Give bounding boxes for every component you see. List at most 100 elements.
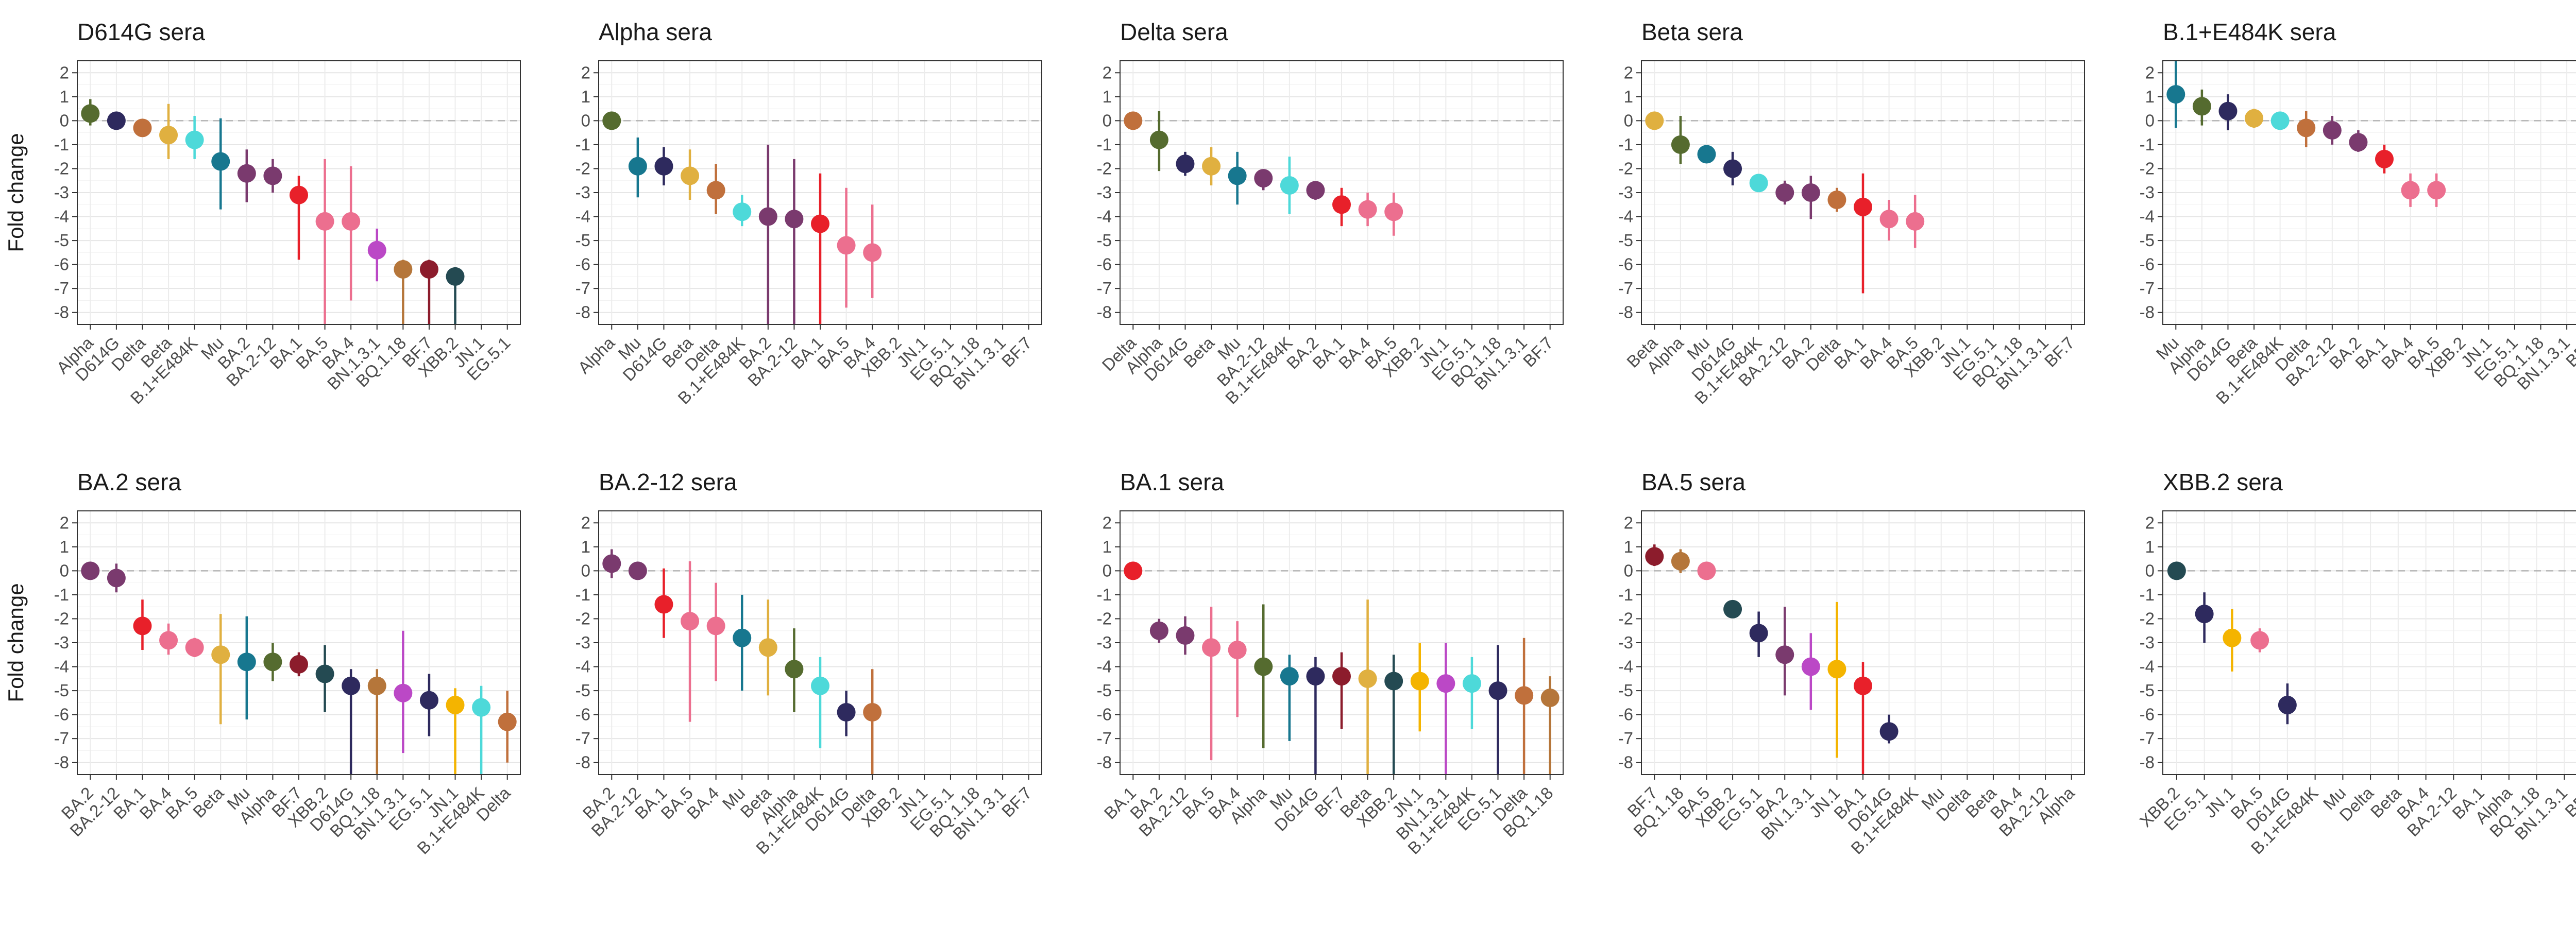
x-tick-label: BF.7 bbox=[2041, 333, 2078, 371]
y-tick-label: 0 bbox=[2145, 561, 2155, 580]
y-tick-label: -8 bbox=[2140, 753, 2155, 772]
data-point bbox=[2323, 121, 2342, 140]
data-point bbox=[367, 676, 386, 695]
y-tick-label: -3 bbox=[1097, 183, 1112, 202]
y-tick-label: -1 bbox=[1097, 585, 1112, 604]
panel-7: BA.1 sera-8-7-6-5-4-3-2-1012BA.1BA.2BA.2… bbox=[1097, 469, 1564, 858]
data-point bbox=[733, 202, 752, 221]
y-axis-title: Fold change bbox=[4, 583, 28, 702]
y-tick-label: 1 bbox=[581, 537, 590, 556]
data-point bbox=[1124, 111, 1143, 130]
plot-border bbox=[77, 510, 521, 775]
data-point bbox=[2297, 118, 2316, 138]
y-tick-label: -3 bbox=[2140, 183, 2155, 202]
data-point bbox=[654, 595, 673, 614]
y-tick-label: -2 bbox=[575, 159, 590, 178]
data-point bbox=[1671, 552, 1690, 571]
plot-border bbox=[598, 510, 1042, 775]
y-tick-label: -2 bbox=[54, 159, 69, 178]
y-tick-label: -8 bbox=[1618, 303, 1633, 322]
data-point bbox=[419, 260, 438, 279]
panel-2: Delta sera-8-7-6-5-4-3-2-1012DeltaAlphaD… bbox=[1097, 19, 1564, 408]
y-tick-label: -6 bbox=[54, 255, 69, 274]
y-tick-label: 0 bbox=[1624, 561, 1633, 580]
y-tick-label: -3 bbox=[54, 633, 69, 652]
y-tick-label: -1 bbox=[54, 135, 69, 154]
data-point bbox=[446, 696, 465, 715]
plot-border bbox=[1641, 510, 2085, 775]
data-point bbox=[1149, 621, 1168, 640]
y-tick-label: 0 bbox=[581, 111, 590, 130]
y-tick-label: -7 bbox=[575, 729, 590, 748]
panel-1: Alpha sera-8-7-6-5-4-3-2-1012AlphaMuD614… bbox=[574, 19, 1042, 408]
y-tick-label: -7 bbox=[575, 279, 590, 298]
data-point bbox=[81, 561, 100, 580]
y-tick-label: 1 bbox=[2145, 87, 2155, 106]
data-point bbox=[1879, 722, 1899, 741]
x-tick-label: BF.7 bbox=[998, 333, 1036, 371]
data-point bbox=[159, 631, 178, 650]
data-point bbox=[1202, 157, 1221, 176]
data-point bbox=[1254, 657, 1273, 676]
plot-border bbox=[1120, 510, 1564, 775]
y-tick-label: -1 bbox=[2140, 585, 2155, 604]
data-point bbox=[1515, 686, 1534, 705]
y-tick-label: 2 bbox=[2145, 63, 2155, 82]
y-tick-label: -5 bbox=[575, 231, 590, 250]
y-tick-label: -4 bbox=[575, 657, 590, 676]
y-tick-label: -3 bbox=[1097, 633, 1112, 652]
data-point bbox=[2349, 133, 2368, 152]
data-point bbox=[472, 698, 491, 717]
data-point bbox=[446, 267, 465, 286]
y-tick-label: 2 bbox=[581, 513, 590, 532]
y-tick-label: -7 bbox=[1618, 729, 1633, 748]
data-point bbox=[263, 653, 282, 672]
data-point bbox=[2223, 628, 2242, 647]
y-tick-label: -1 bbox=[1618, 585, 1633, 604]
data-point bbox=[419, 691, 438, 710]
data-point bbox=[2166, 85, 2185, 104]
x-tick-label: BF.7 bbox=[998, 783, 1036, 821]
panel-3: Beta sera-8-7-6-5-4-3-2-1012BetaAlphaMuD… bbox=[1618, 19, 2085, 408]
y-tick-label: -7 bbox=[2140, 279, 2155, 298]
y-tick-label: -1 bbox=[575, 135, 590, 154]
data-point bbox=[107, 569, 126, 588]
data-point bbox=[1488, 681, 1507, 700]
plot-border bbox=[77, 60, 521, 325]
y-tick-label: 1 bbox=[2145, 537, 2155, 556]
data-point bbox=[342, 676, 361, 695]
data-point bbox=[1775, 645, 1794, 664]
data-point bbox=[1358, 669, 1377, 688]
plot-border bbox=[2162, 510, 2576, 775]
data-point bbox=[628, 561, 647, 580]
data-point bbox=[1697, 561, 1716, 580]
y-tick-label: -7 bbox=[1097, 729, 1112, 748]
y-tick-label: 0 bbox=[1103, 111, 1112, 130]
y-tick-label: -1 bbox=[1097, 135, 1112, 154]
y-tick-label: -5 bbox=[2140, 681, 2155, 700]
data-point bbox=[1854, 197, 1872, 216]
data-point bbox=[811, 214, 829, 233]
y-tick-label: 2 bbox=[2145, 513, 2155, 532]
y-tick-label: -2 bbox=[54, 609, 69, 628]
data-point bbox=[1384, 202, 1403, 221]
y-tick-label: -8 bbox=[1618, 753, 1633, 772]
y-tick-label: 0 bbox=[1103, 561, 1112, 580]
data-point bbox=[2401, 181, 2420, 200]
data-point bbox=[1254, 169, 1273, 188]
data-point bbox=[315, 664, 334, 683]
data-point bbox=[837, 702, 856, 722]
y-tick-label: -1 bbox=[575, 585, 590, 604]
data-point bbox=[1332, 195, 1351, 214]
y-tick-label: -7 bbox=[1097, 279, 1112, 298]
panel-0: D614G sera-8-7-6-5-4-3-2-1012AlphaD614GD… bbox=[4, 19, 521, 408]
data-point bbox=[811, 676, 829, 695]
y-tick-label: -2 bbox=[2140, 609, 2155, 628]
y-tick-label: 2 bbox=[60, 63, 69, 82]
data-point bbox=[1827, 190, 1846, 209]
data-point bbox=[1176, 154, 1195, 174]
data-point bbox=[1306, 181, 1325, 200]
data-point bbox=[628, 157, 647, 176]
y-tick-label: 1 bbox=[1103, 537, 1112, 556]
data-point bbox=[758, 207, 777, 226]
